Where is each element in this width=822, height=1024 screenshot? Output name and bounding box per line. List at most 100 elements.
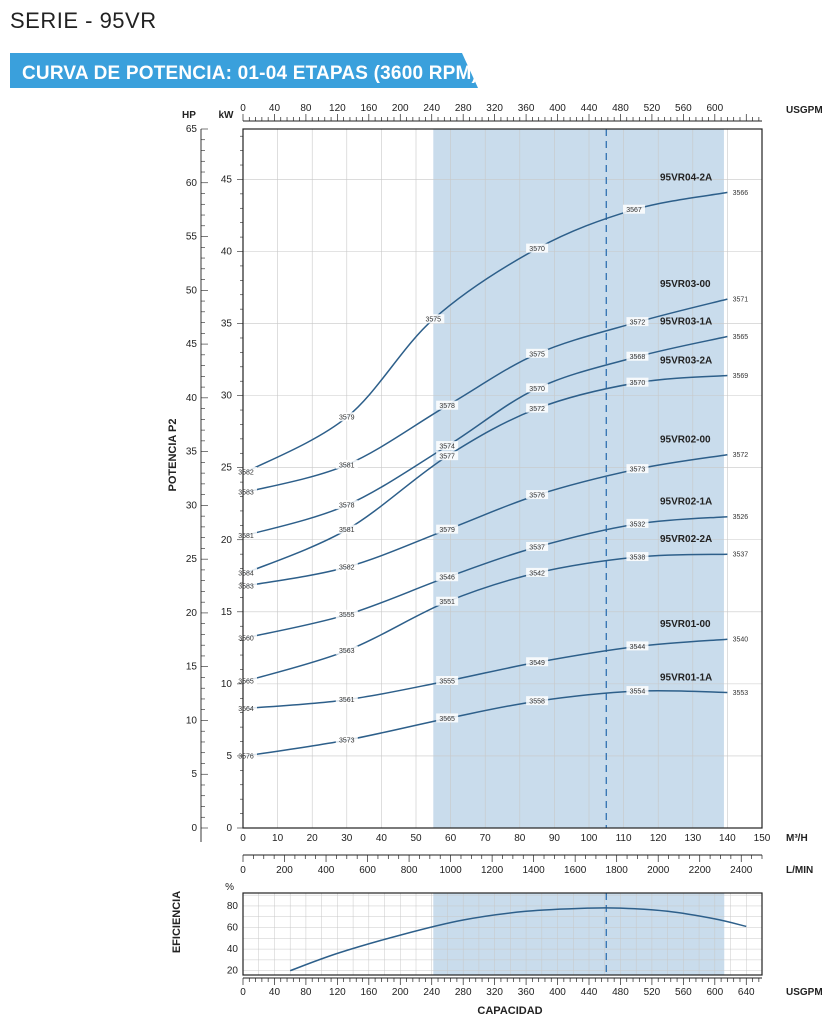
point-label-background <box>729 370 752 380</box>
power-grid <box>243 129 762 828</box>
point-label: 3581 <box>238 533 254 540</box>
series-name-label: 95VR03-2A <box>660 355 712 366</box>
point-label: 3540 <box>733 637 749 644</box>
point-label-background <box>235 530 257 540</box>
usgpm-tick-label: 160 <box>360 103 377 114</box>
point-label: 3555 <box>339 612 355 619</box>
point-label-background <box>626 518 649 528</box>
efficiency-usgpm-tick-label: 560 <box>675 987 692 998</box>
efficiency-usgpm-tick-label: 440 <box>581 987 598 998</box>
efficiency-usgpm-tick-label: 640 <box>738 987 755 998</box>
lmin-unit-label: L/MIN <box>786 865 813 876</box>
series-name-label: 95VR01-1A <box>660 673 712 684</box>
point-label-background <box>335 609 358 619</box>
point-label: 3532 <box>630 521 646 528</box>
capacity-axis-title: CAPACIDAD <box>477 1005 542 1017</box>
point-label-background <box>436 524 459 534</box>
kw-unit-label: kW <box>219 110 235 121</box>
efficiency-usgpm-tick-label: 120 <box>329 987 346 998</box>
efficiency-usgpm-tick-label: 40 <box>269 987 281 998</box>
efficiency-axes: 20 40 60 80% EFICIENCIA 0 40 80 120 160 200 240 280 3… <box>171 882 822 1017</box>
point-label: 3565 <box>238 678 254 685</box>
kw-tick-label: 30 <box>221 391 233 402</box>
m3h-tick-label: 100 <box>581 833 598 844</box>
usgpm-tick-label: 120 <box>329 103 346 114</box>
point-label-background <box>626 686 649 696</box>
point-label: 3575 <box>529 351 545 358</box>
hp-tick-label: 30 <box>186 500 198 511</box>
point-label: 3573 <box>630 467 646 474</box>
efficiency-tick-label: 40 <box>227 944 239 955</box>
point-label-background <box>526 243 549 253</box>
hp-tick-label: 5 <box>191 769 197 780</box>
point-label-background <box>436 451 459 461</box>
usgpm-tick-label: 440 <box>581 103 598 114</box>
point-label-background <box>436 675 459 685</box>
point-label-background <box>729 634 752 644</box>
lmin-tick-label: 2400 <box>730 865 753 876</box>
lmin-tick-label: 2000 <box>647 865 670 876</box>
efficiency-axis-title: EFICIENCIA <box>171 891 183 953</box>
usgpm-tick-label: 320 <box>486 103 503 114</box>
usgpm-tick-label: 360 <box>518 103 535 114</box>
point-label-background <box>436 400 459 410</box>
power-curves: 3582 3579 3575 3570 3567 3566 95VR04-2A 3583 358… <box>235 172 752 760</box>
kw-tick-label: 15 <box>221 607 233 618</box>
point-label: 3584 <box>238 570 254 577</box>
point-label: 3572 <box>529 406 545 413</box>
hp-tick-label: 65 <box>186 124 198 135</box>
point-label: 3576 <box>529 493 545 500</box>
point-label: 3549 <box>529 660 545 667</box>
m3h-tick-label: 110 <box>616 833 632 844</box>
point-label: 3546 <box>439 575 455 582</box>
usgpm-tick-label: 0 <box>240 103 246 114</box>
m3h-tick-label: 130 <box>684 833 701 844</box>
hp-tick-label: 40 <box>186 393 198 404</box>
point-label: 3553 <box>733 690 749 697</box>
lmin-tick-label: 1000 <box>439 865 462 876</box>
point-label: 3583 <box>238 490 254 497</box>
point-label-background <box>526 348 549 358</box>
series-title: SERIE - 95VR <box>10 8 157 33</box>
point-label: 3565 <box>439 716 455 723</box>
point-label-background <box>526 696 549 706</box>
efficiency-band <box>433 893 725 975</box>
kw-tick-label: 10 <box>221 679 233 690</box>
point-label: 3544 <box>630 644 646 651</box>
lmin-tick-label: 600 <box>359 865 376 876</box>
operating-band-rect <box>433 129 724 828</box>
point-label: 3537 <box>733 552 749 559</box>
point-label-background <box>729 331 752 341</box>
efficiency-curves <box>289 906 747 972</box>
lmin-tick-label: 0 <box>240 865 246 876</box>
hp-tick-label: 50 <box>186 285 198 296</box>
point-label-background <box>526 541 549 551</box>
hp-tick-label: 25 <box>186 554 198 565</box>
point-label-background <box>626 317 649 327</box>
point-label: 3570 <box>630 380 646 387</box>
m3h-tick-label: 40 <box>376 833 388 844</box>
hp-tick-label: 10 <box>186 715 198 726</box>
efficiency-tick-label: 20 <box>227 966 239 977</box>
efficiency-usgpm-tick-label: 400 <box>549 987 566 998</box>
usgpm-tick-label: 560 <box>675 103 692 114</box>
usgpm-tick-label: 400 <box>549 103 566 114</box>
point-label: 3563 <box>339 648 355 655</box>
banner-title: CURVA DE POTENCIA: 01-04 ETAPAS (3600 RP… <box>22 63 478 84</box>
efficiency-frame <box>242 892 763 976</box>
hp-tick-label: 55 <box>186 232 198 243</box>
kw-tick-label: 25 <box>221 463 233 474</box>
m3h-tick-label: 60 <box>445 833 457 844</box>
point-label: 3558 <box>529 699 545 706</box>
point-label-background <box>729 511 752 521</box>
point-label: 3554 <box>630 689 646 696</box>
point-label-background <box>626 351 649 361</box>
point-label: 3567 <box>626 207 642 214</box>
point-label-background <box>335 562 358 572</box>
point-label-background <box>235 467 257 477</box>
point-label-background <box>335 735 358 745</box>
hp-tick-label: 20 <box>186 608 198 619</box>
series-name-label: 95VR02-1A <box>660 497 712 508</box>
lmin-tick-label: 800 <box>401 865 418 876</box>
